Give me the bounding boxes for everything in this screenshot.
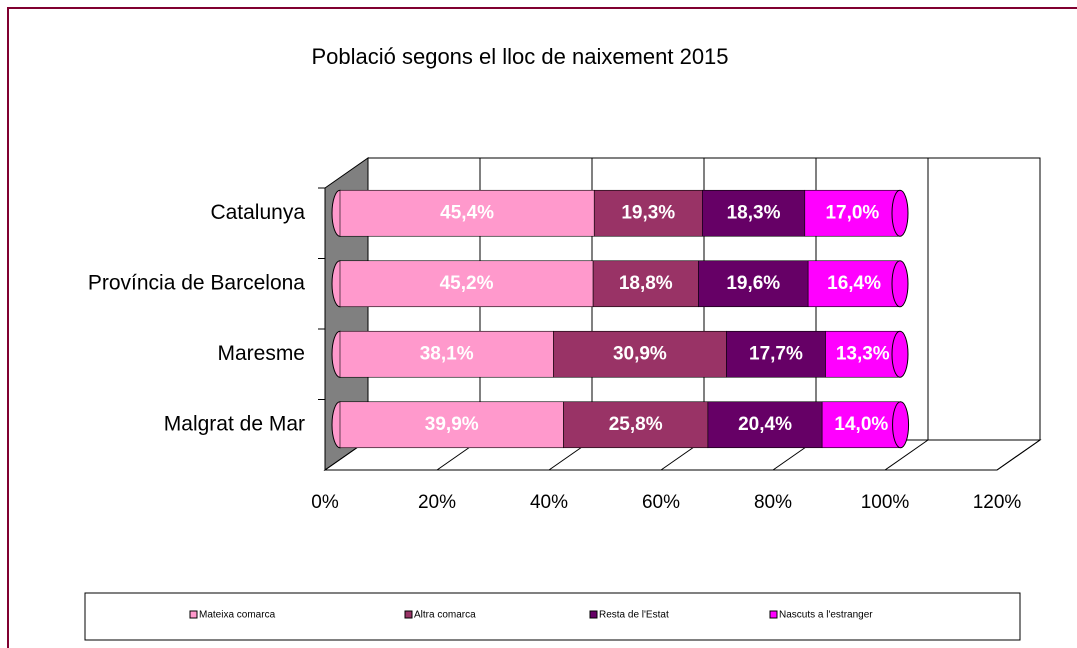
legend-swatch xyxy=(404,610,413,619)
value-label: 18,8% xyxy=(619,273,673,294)
value-label: 38,1% xyxy=(420,343,474,364)
bar xyxy=(807,260,901,308)
bar xyxy=(726,330,826,378)
value-label: 20,4% xyxy=(738,414,792,435)
bar xyxy=(563,401,709,449)
bar xyxy=(339,189,595,237)
value-label: 25,8% xyxy=(609,414,663,435)
bar xyxy=(339,330,554,378)
y-tick-label: Catalunya xyxy=(210,201,305,224)
bar xyxy=(339,260,594,308)
value-label: 45,4% xyxy=(440,202,494,223)
x-tick-label: 20% xyxy=(418,492,456,513)
x-tick-label: 120% xyxy=(973,492,1022,513)
x-tick-label: 80% xyxy=(754,492,792,513)
value-label: 19,3% xyxy=(621,202,675,223)
y-tick-label: Maresme xyxy=(217,342,305,365)
y-tick-label: Malgrat de Mar xyxy=(164,412,305,435)
value-label: 45,2% xyxy=(440,273,494,294)
value-label: 17,7% xyxy=(749,343,803,364)
bar xyxy=(825,330,901,378)
x-tick-label: 60% xyxy=(642,492,680,513)
floor-grid xyxy=(996,439,1041,471)
bar xyxy=(821,401,901,449)
floor-grid xyxy=(884,439,929,471)
bar-cap xyxy=(891,330,909,378)
bar-cap xyxy=(892,401,910,449)
legend-swatch xyxy=(589,610,598,619)
value-label: 14,0% xyxy=(834,414,888,435)
y-tick-label: Província de Barcelona xyxy=(88,271,305,294)
x-tick-label: 100% xyxy=(861,492,910,513)
bar xyxy=(804,189,901,237)
chart-title: Població segons el lloc de naixement 201… xyxy=(311,44,728,69)
frame xyxy=(7,7,1077,648)
legend-swatch xyxy=(189,610,198,619)
value-label: 39,9% xyxy=(425,414,479,435)
bar xyxy=(593,189,703,237)
bar-cap xyxy=(891,260,909,308)
legend-label: Mateixa comarca xyxy=(199,610,276,621)
legend-label: Altra comarca xyxy=(414,610,476,621)
value-label: 19,6% xyxy=(726,273,780,294)
bar xyxy=(702,189,806,237)
bar-cap xyxy=(891,189,909,237)
value-label: 30,9% xyxy=(613,343,667,364)
legend-label: Resta de l'Estat xyxy=(599,610,669,621)
x-tick-label: 40% xyxy=(530,492,568,513)
bar xyxy=(592,260,699,308)
value-label: 13,3% xyxy=(836,343,890,364)
legend xyxy=(84,592,1021,641)
bar xyxy=(707,401,823,449)
legend-label: Nascuts a l'estranger xyxy=(779,610,873,621)
legend-swatch xyxy=(769,610,778,619)
x-tick-label: 0% xyxy=(311,492,339,513)
value-label: 17,0% xyxy=(825,202,879,223)
value-label: 18,3% xyxy=(727,202,781,223)
bar xyxy=(698,260,809,308)
value-label: 16,4% xyxy=(827,273,881,294)
